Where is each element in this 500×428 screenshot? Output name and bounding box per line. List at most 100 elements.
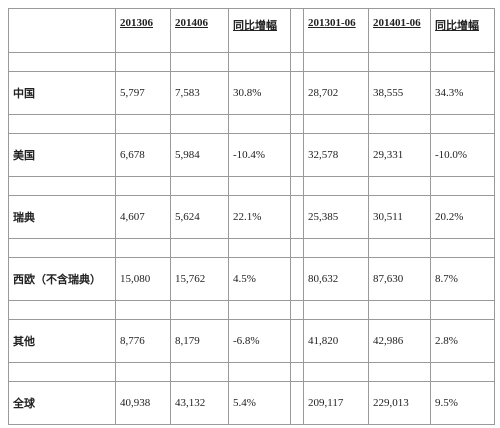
empty-cell — [8, 362, 116, 382]
data-cell: 15,080 — [115, 257, 171, 301]
spacer-row — [8, 238, 495, 258]
spacer-row — [8, 52, 495, 72]
empty-cell — [430, 362, 495, 382]
empty-cell — [303, 362, 369, 382]
data-cell: 30.8% — [228, 71, 291, 115]
gap-cell — [290, 8, 304, 53]
data-cell: 42,986 — [368, 319, 431, 363]
row-label: 瑞典 — [8, 195, 116, 239]
gap-cell — [290, 195, 304, 239]
data-cell: 8,179 — [170, 319, 229, 363]
row-label: 西欧（不含瑞典） — [8, 257, 116, 301]
empty-cell — [115, 52, 171, 72]
data-cell: -10.4% — [228, 133, 291, 177]
empty-cell — [115, 176, 171, 196]
empty-cell — [8, 52, 116, 72]
data-cell: 15,762 — [170, 257, 229, 301]
sales-table: 201306 201406 同比增幅 201301-06 201401-06 同比增幅中国… — [8, 8, 495, 425]
empty-cell — [290, 176, 304, 196]
data-cell: 20.2% — [430, 195, 495, 239]
data-cell: 40,938 — [115, 381, 171, 425]
data-cell: 4,607 — [115, 195, 171, 239]
data-cell: -10.0% — [430, 133, 495, 177]
empty-cell — [8, 114, 116, 134]
empty-cell — [228, 362, 291, 382]
empty-cell — [430, 238, 495, 258]
data-cell: 5,984 — [170, 133, 229, 177]
header-text: 201301-06 — [308, 17, 356, 29]
row-label: 中国 — [8, 71, 116, 115]
empty-cell — [8, 300, 116, 320]
data-cell: 38,555 — [368, 71, 431, 115]
empty-cell — [290, 52, 304, 72]
data-cell: 2.8% — [430, 319, 495, 363]
data-cell: 32,578 — [303, 133, 369, 177]
data-cell: 5,624 — [170, 195, 229, 239]
header-cell: 同比增幅 — [430, 8, 495, 53]
data-cell: 4.5% — [228, 257, 291, 301]
data-cell: 7,583 — [170, 71, 229, 115]
row-label: 美国 — [8, 133, 116, 177]
empty-cell — [8, 176, 116, 196]
header-row: 201306 201406 同比增幅 201301-06 201401-06 同比增幅 — [8, 8, 495, 53]
empty-cell — [368, 300, 431, 320]
data-cell: 22.1% — [228, 195, 291, 239]
header-cell: 201301-06 — [303, 8, 369, 53]
data-cell: 5,797 — [115, 71, 171, 115]
empty-cell — [8, 8, 116, 53]
empty-cell — [170, 362, 229, 382]
spacer-row — [8, 114, 495, 134]
empty-cell — [303, 238, 369, 258]
header-text: 201306 — [120, 17, 153, 29]
header-text: 201406 — [175, 17, 208, 29]
empty-cell — [170, 300, 229, 320]
empty-cell — [228, 300, 291, 320]
data-cell: 6,678 — [115, 133, 171, 177]
data-cell: 80,632 — [303, 257, 369, 301]
empty-cell — [368, 52, 431, 72]
header-text: 201401-06 — [373, 17, 421, 29]
empty-cell — [290, 114, 304, 134]
header-cell: 201401-06 — [368, 8, 431, 53]
gap-cell — [290, 133, 304, 177]
empty-cell — [228, 114, 291, 134]
empty-cell — [303, 114, 369, 134]
data-cell: 9.5% — [430, 381, 495, 425]
spacer-row — [8, 176, 495, 196]
empty-cell — [8, 238, 116, 258]
row-label: 全球 — [8, 381, 116, 425]
data-cell: -6.8% — [228, 319, 291, 363]
empty-cell — [368, 238, 431, 258]
data-cell: 41,820 — [303, 319, 369, 363]
gap-cell — [290, 381, 304, 425]
header-text: 同比增幅 — [435, 20, 479, 32]
spacer-row — [8, 362, 495, 382]
data-cell: 209,117 — [303, 381, 369, 425]
data-row: 瑞典 4,607 5,624 22.1% 25,385 30,511 20.2% — [8, 195, 495, 239]
data-cell: 34.3% — [430, 71, 495, 115]
empty-cell — [430, 114, 495, 134]
empty-cell — [303, 300, 369, 320]
data-cell: 30,511 — [368, 195, 431, 239]
empty-cell — [115, 362, 171, 382]
data-cell: 29,331 — [368, 133, 431, 177]
empty-cell — [170, 114, 229, 134]
row-label: 其他 — [8, 319, 116, 363]
data-row: 中国 5,797 7,583 30.8% 28,702 38,555 34.3% — [8, 71, 495, 115]
empty-cell — [228, 238, 291, 258]
data-cell: 87,630 — [368, 257, 431, 301]
gap-cell — [290, 71, 304, 115]
data-cell: 8.7% — [430, 257, 495, 301]
empty-cell — [115, 114, 171, 134]
empty-cell — [170, 238, 229, 258]
data-cell: 28,702 — [303, 71, 369, 115]
header-cell: 同比增幅 — [228, 8, 291, 53]
empty-cell — [368, 114, 431, 134]
empty-cell — [228, 52, 291, 72]
empty-cell — [115, 238, 171, 258]
data-cell: 5.4% — [228, 381, 291, 425]
table-body: 201306 201406 同比增幅 201301-06 201401-06 同比增幅中国… — [8, 8, 495, 425]
empty-cell — [368, 362, 431, 382]
data-cell: 229,013 — [368, 381, 431, 425]
